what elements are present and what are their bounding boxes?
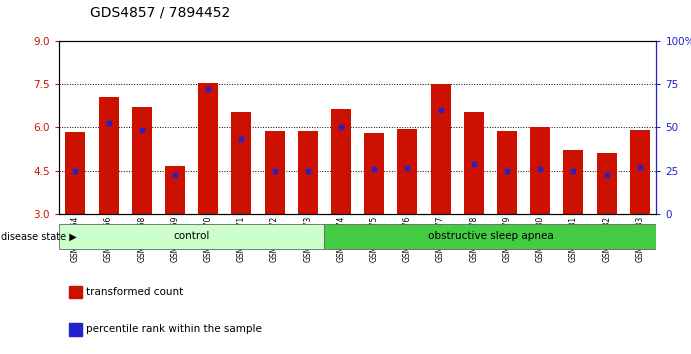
FancyBboxPatch shape (59, 224, 324, 249)
FancyBboxPatch shape (324, 224, 656, 249)
Bar (364, 133, 384, 214)
Bar (165, 166, 185, 214)
Bar (497, 131, 517, 214)
Text: percentile rank within the sample: percentile rank within the sample (86, 324, 263, 334)
Bar (596, 154, 616, 214)
Bar (198, 84, 218, 214)
Bar (530, 127, 550, 214)
Bar (66, 132, 85, 214)
Text: obstructive sleep apnea: obstructive sleep apnea (428, 231, 553, 241)
Bar (298, 131, 318, 214)
Text: GDS4857 / 7894452: GDS4857 / 7894452 (90, 5, 230, 19)
Bar (132, 107, 152, 214)
Bar (563, 150, 583, 214)
Bar (331, 109, 351, 214)
Bar (397, 129, 417, 214)
Text: disease state ▶: disease state ▶ (1, 232, 77, 241)
Text: transformed count: transformed count (86, 287, 184, 297)
Bar (99, 97, 118, 214)
Text: control: control (173, 231, 210, 241)
Bar (464, 112, 484, 214)
Bar (265, 131, 285, 214)
Bar (630, 130, 650, 214)
Bar (231, 112, 252, 214)
Bar (430, 84, 451, 214)
